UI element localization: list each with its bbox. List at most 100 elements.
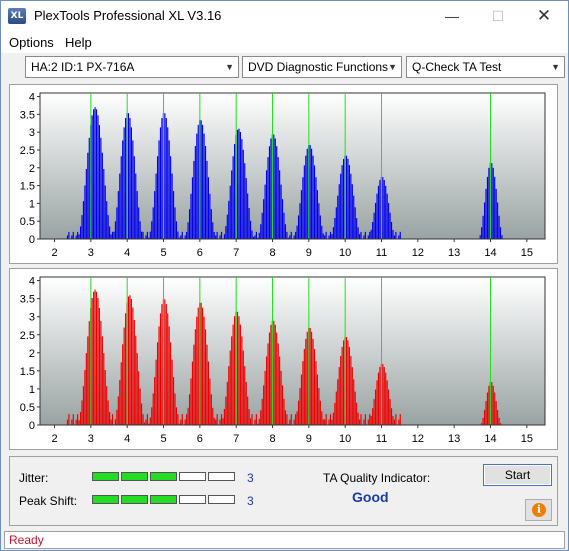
chart-bar [100,321,102,425]
chart-bar [158,326,160,425]
drive-select[interactable]: HA:2 ID:1 PX-716A ▼ [25,56,239,78]
chart-bar [120,362,122,425]
chart-bar [289,235,291,239]
results-panel: Jitter: 3 Peak Shift: 3 TA Quality Indic… [9,456,558,526]
chart-bar [340,356,342,425]
chart-bar [340,173,342,239]
chart-bar [193,160,195,239]
chart-bar [332,412,334,425]
chart-bar [306,148,308,239]
y-tick-label: 0 [29,420,35,432]
x-tick-label: 11 [376,433,387,445]
chart-bar [72,414,74,425]
chart-bar [123,127,125,239]
chart-bar [143,422,146,425]
chart-bar [116,409,118,425]
chart-bar [300,190,303,239]
info-button[interactable]: i [525,499,552,521]
x-tick-label: 7 [233,247,239,259]
chart-bar [132,307,134,425]
chart-bar [133,320,135,425]
chart-bar [87,152,89,239]
chart-bar [66,419,69,425]
chart-bar [491,163,493,239]
chart-bar [125,313,127,425]
x-tick-label: 8 [269,433,275,445]
chart-bar [168,326,170,425]
chart-bar [167,127,169,239]
chart-bar [264,184,266,239]
chart-bar [319,215,321,239]
chart-bar [204,145,207,239]
peak-shift-led [179,495,206,504]
menu-options[interactable]: Options [9,35,54,50]
chart-bar [481,423,483,425]
chart-bar [248,208,250,239]
y-tick-label: 2.5 [20,330,35,342]
chart-bar [316,374,319,425]
chart-bar [146,231,148,239]
chart-bar [203,133,205,239]
chart-bar [329,231,332,239]
chart-bar [82,201,85,239]
chart-bar [107,400,109,425]
chart-bar [171,173,173,239]
chart-bar [247,193,249,239]
chart-bar [364,231,366,239]
chart-bar [136,353,138,425]
drive-select-value: HA:2 ID:1 PX-716A [31,60,135,74]
chart-bar [386,380,388,425]
chart-bar [279,356,281,425]
chart-bar [93,291,95,425]
chart-bar [87,336,89,425]
test-select[interactable]: Q-Check TA Test ▼ [406,56,565,78]
chart-bar [71,419,73,425]
jitter-led [179,472,206,481]
chart-bar [190,193,192,239]
y-tick-label: 3 [29,127,35,139]
peak-shift-led [92,495,119,504]
chart-bar [129,118,131,239]
minimize-button[interactable]: — [445,8,459,24]
chart-bar [175,407,178,425]
chart-bar [334,218,336,239]
x-tick-label: 4 [124,433,130,445]
close-button[interactable]: ✕ [536,6,552,25]
chart-bar [290,414,292,425]
chart-bar [188,394,191,425]
chart-bar [111,414,114,425]
function-select-value: DVD Diagnostic Functions [248,60,389,74]
chart-bar [315,361,317,425]
chart-bar [351,184,353,239]
chart-bar [170,156,172,239]
chart-bar [389,399,391,425]
maximize-button[interactable]: ☐ [491,8,505,24]
jitter-led [150,472,177,481]
chart-bar [398,235,400,239]
chart-bar [358,419,361,425]
chart-bar [494,392,496,425]
y-tick-label: 1.5 [20,181,35,193]
chart-bar [354,207,356,239]
chart-bar [268,146,271,239]
chart-bar [244,366,246,425]
chart-bar [479,235,481,239]
chart-bar [297,215,300,239]
chart-bar [296,411,298,425]
chart-bar [313,165,316,239]
start-button[interactable]: Start [483,464,552,486]
chart-bar [385,372,387,425]
chart-bar [284,410,287,425]
chart-bar [114,419,117,425]
chart-bar [135,335,137,425]
chart-bar [392,416,394,425]
menu-help[interactable]: Help [65,35,92,50]
status-bar: Ready [4,531,565,549]
chart-bar [123,327,125,425]
function-select[interactable]: DVD Diagnostic Functions ▼ [242,56,402,78]
chart-bar [129,295,131,425]
chart-bar [265,170,268,239]
x-tick-label: 3 [88,433,94,445]
chart-bar [385,185,387,239]
chart-bar [492,167,494,239]
